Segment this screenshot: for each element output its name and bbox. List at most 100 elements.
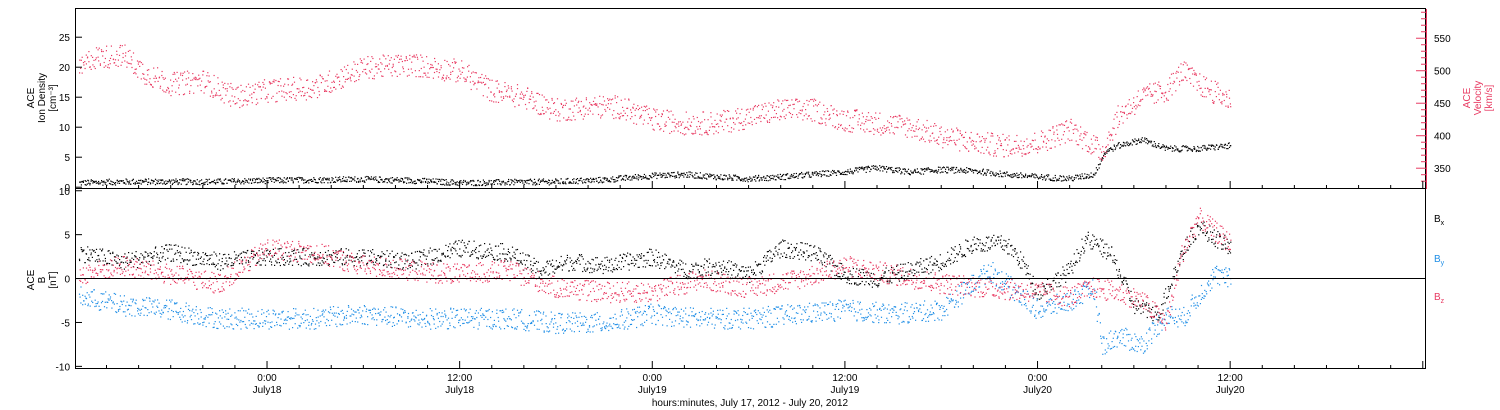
density-point	[955, 168, 957, 170]
velocity-point	[643, 105, 645, 107]
bx-point	[170, 244, 172, 246]
density-point	[959, 171, 961, 173]
velocity-point	[366, 63, 368, 66]
bx-point	[546, 261, 548, 263]
velocity-point	[431, 64, 433, 66]
bx-point	[877, 286, 879, 288]
bx-point	[173, 244, 175, 246]
density-point	[843, 173, 845, 176]
density-point	[386, 182, 388, 184]
density-point	[178, 182, 180, 184]
bx-point	[842, 275, 844, 277]
density-point	[752, 176, 754, 178]
bx-point	[660, 262, 662, 264]
bx-point	[91, 256, 93, 258]
bx-point	[775, 250, 777, 252]
velocity-point	[817, 103, 820, 105]
velocity-point	[420, 67, 422, 70]
bx-point	[499, 253, 501, 255]
density-point	[935, 171, 937, 173]
velocity-point	[526, 108, 528, 110]
density-point	[825, 175, 828, 177]
velocity-point	[560, 102, 562, 105]
bx-point	[686, 275, 688, 277]
bx-point	[456, 253, 458, 255]
bx-point	[103, 254, 105, 256]
bx-point	[340, 248, 342, 250]
velocity-point	[764, 117, 766, 119]
velocity-point	[857, 124, 859, 126]
density-point	[710, 175, 712, 177]
bx-point	[807, 255, 810, 257]
density-point	[950, 170, 952, 172]
velocity-point	[607, 103, 609, 105]
velocity-point	[553, 102, 555, 105]
velocity-point	[452, 70, 454, 72]
velocity-point	[363, 68, 365, 71]
bx-point	[284, 264, 286, 266]
bx-point	[789, 257, 791, 259]
velocity-point	[637, 105, 639, 107]
density-point	[838, 170, 840, 172]
velocity-point	[190, 85, 192, 87]
density-point	[1052, 177, 1054, 179]
velocity-point	[861, 112, 863, 114]
velocity-point	[792, 103, 794, 106]
density-point	[1193, 148, 1195, 150]
bx-point	[162, 252, 164, 254]
bx-point	[513, 251, 515, 253]
bx-point	[704, 258, 706, 260]
velocity-point	[1179, 80, 1181, 83]
density-point	[142, 180, 144, 182]
velocity-point	[333, 86, 335, 89]
bx-point	[239, 253, 241, 255]
density-point	[801, 171, 803, 174]
velocity-point	[796, 98, 798, 100]
velocity-point	[1117, 126, 1119, 129]
velocity-point	[1184, 76, 1186, 78]
bx-point	[868, 284, 871, 286]
velocity-point	[806, 118, 808, 120]
velocity-point	[653, 108, 655, 110]
velocity-point	[505, 95, 507, 97]
density-point	[1110, 147, 1112, 149]
velocity-point	[662, 110, 665, 112]
velocity-point	[1075, 140, 1077, 142]
density-point	[96, 182, 98, 184]
density-point	[894, 167, 897, 170]
velocity-point	[678, 121, 680, 123]
bx-point	[602, 272, 604, 275]
density-point	[648, 175, 651, 177]
density-point	[373, 179, 375, 181]
density-point	[323, 182, 325, 184]
density-point	[101, 180, 103, 182]
density-point	[378, 176, 381, 178]
density-point	[414, 183, 416, 185]
velocity-point	[418, 76, 420, 78]
bx-point	[169, 248, 171, 250]
velocity-point	[802, 105, 804, 108]
density-point	[154, 184, 157, 186]
bx-point	[836, 274, 838, 276]
velocity-point	[221, 81, 223, 83]
bx-point	[270, 258, 272, 260]
bx-point	[546, 260, 549, 262]
velocity-point	[1189, 68, 1191, 70]
velocity-point	[989, 141, 991, 143]
bx-point	[820, 260, 822, 262]
bx-point	[920, 258, 922, 260]
velocity-point	[131, 59, 133, 61]
density-point	[773, 176, 775, 178]
density-point	[1029, 174, 1031, 177]
velocity-point	[944, 142, 946, 144]
velocity-point	[234, 96, 236, 98]
velocity-point	[98, 47, 100, 49]
bx-point	[447, 246, 450, 248]
bx-point	[969, 250, 971, 252]
density-point	[814, 172, 816, 174]
density-point	[963, 171, 965, 173]
velocity-point	[602, 96, 604, 98]
density-point	[117, 182, 119, 184]
velocity-point	[1105, 151, 1107, 153]
velocity-point	[699, 122, 702, 124]
